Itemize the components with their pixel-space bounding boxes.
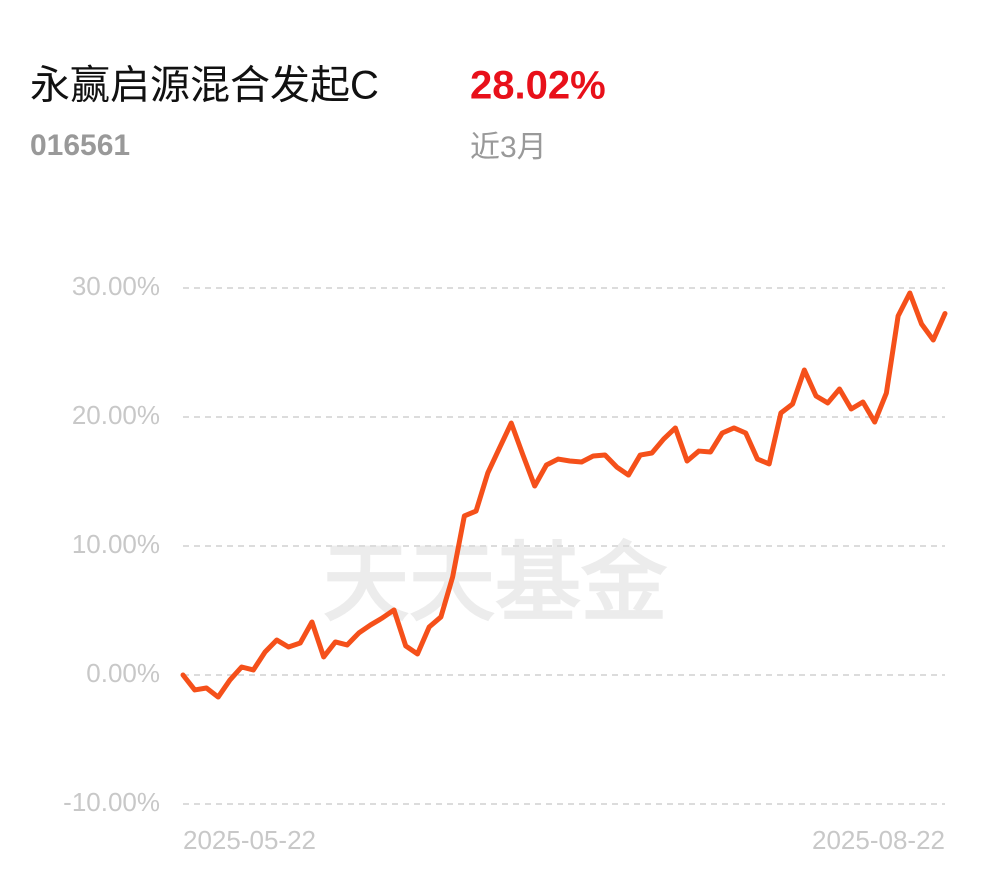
y-tick-label: 30.00%: [72, 271, 160, 301]
x-tick-label: 2025-08-22: [812, 825, 945, 855]
fund-name: 永赢启源混合发起C: [30, 64, 379, 108]
y-tick-label: -10.00%: [63, 787, 160, 817]
y-tick-label: 0.00%: [86, 658, 160, 688]
return: 28.02%: [470, 64, 606, 108]
x-tick-label: 2025-05-22: [183, 825, 316, 855]
fund-code: 016561: [30, 129, 130, 162]
y-tick-label: 10.00%: [72, 529, 160, 559]
period: 近3月: [470, 131, 547, 164]
line: [180, 290, 948, 700]
watermark: 天天基金: [323, 533, 668, 634]
y-tick-label: 20.00%: [72, 400, 160, 430]
